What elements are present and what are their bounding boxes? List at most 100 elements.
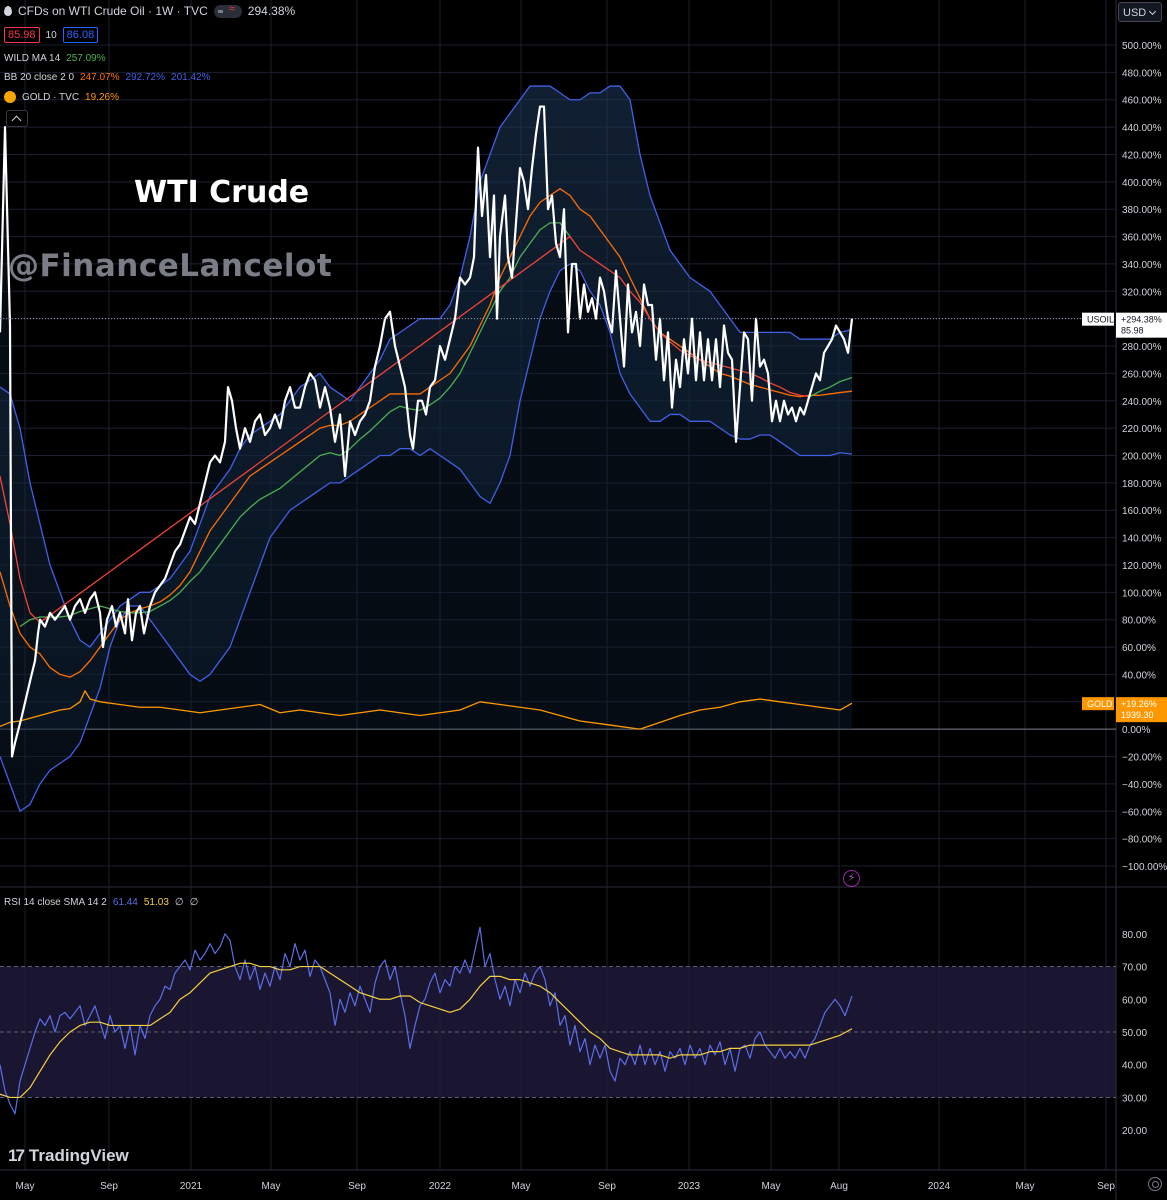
y-tick-label: 180.00% <box>1122 479 1162 490</box>
symbol-row[interactable]: CFDs on WTI Crude Oil · 1W · TVC 294.38% <box>4 3 296 18</box>
x-tick-label: Sep <box>598 1181 616 1192</box>
y-tick-label: −80.00% <box>1122 835 1162 846</box>
y-tick-label: 140.00% <box>1122 534 1162 545</box>
rsi-tick-label: 70.00 <box>1122 963 1147 974</box>
usoil-tag-name: USOIL <box>1087 315 1114 325</box>
series-wild-ma-red <box>0 235 811 624</box>
y-tick-label: 80.00% <box>1122 616 1156 627</box>
rsi-extra-1: ∅ <box>174 897 184 908</box>
series-wti <box>0 105 854 758</box>
bb-lower-value: 201.42% <box>171 72 211 83</box>
gold-legend[interactable]: GOLD · TVC 19.26% <box>4 91 119 103</box>
x-tick-label: Aug <box>830 1181 848 1192</box>
y-tick-label: 420.00% <box>1122 150 1162 161</box>
bb-basis-value: 247.07% <box>80 72 120 83</box>
oil-drop-icon <box>4 6 12 16</box>
y-tick-label: 280.00% <box>1122 342 1162 353</box>
x-tick-label: May <box>512 1181 531 1192</box>
watermark-handle: @FinanceLancelot <box>8 248 333 284</box>
y-tick-label: −100.00% <box>1122 862 1167 873</box>
y-tick-label: 480.00% <box>1122 68 1162 79</box>
x-tick-label: May <box>262 1181 281 1192</box>
x-tick-label: Sep <box>348 1181 366 1192</box>
rsi-tick-label: 60.00 <box>1122 995 1147 1006</box>
gold-price-tag: GOLD +19.26%1939.30 <box>1082 697 1167 723</box>
bid-price[interactable]: 85.98 <box>4 27 40 43</box>
series-lines <box>0 85 854 1115</box>
tradingview-logo[interactable]: 17 TradingView <box>8 1146 129 1166</box>
y-tick-label: 500.00% <box>1122 41 1162 52</box>
y-tick-label: 220.00% <box>1122 424 1162 435</box>
wti-area <box>0 106 852 757</box>
bb-legend[interactable]: BB 20 close 2 0 247.07% 292.72% 201.42% <box>4 72 211 83</box>
rsi-label: RSI 14 close SMA 14 2 <box>4 897 107 908</box>
x-tick-label: 2022 <box>429 1181 452 1192</box>
y-tick-label: 120.00% <box>1122 561 1162 572</box>
lightning-icon[interactable]: ⚡ <box>843 870 860 887</box>
rsi-sma-value: 51.03 <box>143 897 169 908</box>
wild-ma-value: 257.09% <box>66 53 106 64</box>
rsi-tick-label: 40.00 <box>1122 1061 1147 1072</box>
y-tick-label: 160.00% <box>1122 506 1162 517</box>
y-tick-label: 400.00% <box>1122 178 1162 189</box>
x-tick-label: Sep <box>1097 1181 1115 1192</box>
series-bb-upper <box>0 85 853 648</box>
wild-ma-legend[interactable]: WILD MA 14 257.09% <box>4 53 106 64</box>
y-tick-label: 360.00% <box>1122 233 1162 244</box>
x-tick-label: 2024 <box>928 1181 951 1192</box>
y-tick-label: −20.00% <box>1122 753 1162 764</box>
x-tick-label: 2023 <box>678 1181 701 1192</box>
usoil-tag-pct: +294.38% <box>1121 315 1162 325</box>
settings-gear-icon[interactable] <box>1148 1177 1162 1191</box>
usoil-price-tag: USOIL +294.38%85.98 <box>1082 312 1167 338</box>
ask-price[interactable]: 86.08 <box>62 27 99 43</box>
spread: 10 <box>45 29 57 41</box>
market-status-icon[interactable] <box>213 3 242 18</box>
price-axis[interactable]: 500.00% 480.00% 460.00% 440.00% 420.00% 400.0… <box>1122 41 1167 873</box>
gold-value: 19.26% <box>85 91 119 103</box>
y-tick-label: 40.00% <box>1122 670 1156 681</box>
bollinger-fill <box>0 86 852 812</box>
y-tick-label: −60.00% <box>1122 807 1162 818</box>
currency-selector[interactable]: USD <box>1118 2 1162 22</box>
series-rsi-sma <box>0 962 853 1099</box>
gold-label: GOLD · TVC <box>22 91 80 103</box>
y-tick-label: −40.00% <box>1122 780 1162 791</box>
series-wild-ma-tail <box>809 376 853 398</box>
rsi-tick-label: 80.00 <box>1122 930 1147 941</box>
y-tick-label: 60.00% <box>1122 643 1156 654</box>
y-tick-label: 260.00% <box>1122 369 1162 380</box>
tradingview-logo-icon: 17 <box>8 1146 25 1165</box>
series-bb-basis <box>0 188 853 678</box>
rsi-axis[interactable]: 80.00 70.00 60.00 50.00 40.00 30.00 20.00 <box>1122 930 1147 1137</box>
rsi-tick-label: 30.00 <box>1122 1093 1147 1104</box>
chart-annotation-title: WTI Crude <box>134 175 310 210</box>
x-tick-label: Sep <box>100 1181 118 1192</box>
tradingview-brand: TradingView <box>28 1146 129 1165</box>
x-tick-label: May <box>16 1181 35 1192</box>
quote-row: 85.98 10 86.08 <box>4 27 99 43</box>
symbol-change: 294.38% <box>247 4 296 18</box>
bb-upper-value: 292.72% <box>125 72 166 83</box>
rsi-legend[interactable]: RSI 14 close SMA 14 2 61.44 51.03 ∅ ∅ <box>4 897 198 908</box>
y-tick-label: 0.00% <box>1122 725 1150 736</box>
y-tick-label: 340.00% <box>1122 260 1162 271</box>
y-tick-label: 100.00% <box>1122 588 1162 599</box>
y-tick-label: 200.00% <box>1122 452 1162 463</box>
y-tick-label: 460.00% <box>1122 96 1162 107</box>
rsi-tick-label: 20.00 <box>1122 1126 1147 1137</box>
gold-tag-price: 1939.30 <box>1121 710 1154 720</box>
rsi-extra-2: ∅ <box>189 897 199 908</box>
bb-label: BB 20 close 2 0 <box>4 72 75 83</box>
series-gold <box>0 690 853 730</box>
gold-tag-pct: +19.26% <box>1121 699 1157 709</box>
collapse-legend-button[interactable] <box>6 110 28 127</box>
time-axis[interactable]: May Sep 2021 May Sep 2022 May Sep 2023 May Aug 2024… <box>16 1181 1116 1192</box>
rsi-tick-label: 50.00 <box>1122 1028 1147 1039</box>
x-tick-label: May <box>762 1181 781 1192</box>
x-tick-label: May <box>1016 1181 1035 1192</box>
symbol-label[interactable]: CFDs on WTI Crude Oil · 1W · TVC <box>18 4 208 18</box>
y-tick-label: 380.00% <box>1122 205 1162 216</box>
